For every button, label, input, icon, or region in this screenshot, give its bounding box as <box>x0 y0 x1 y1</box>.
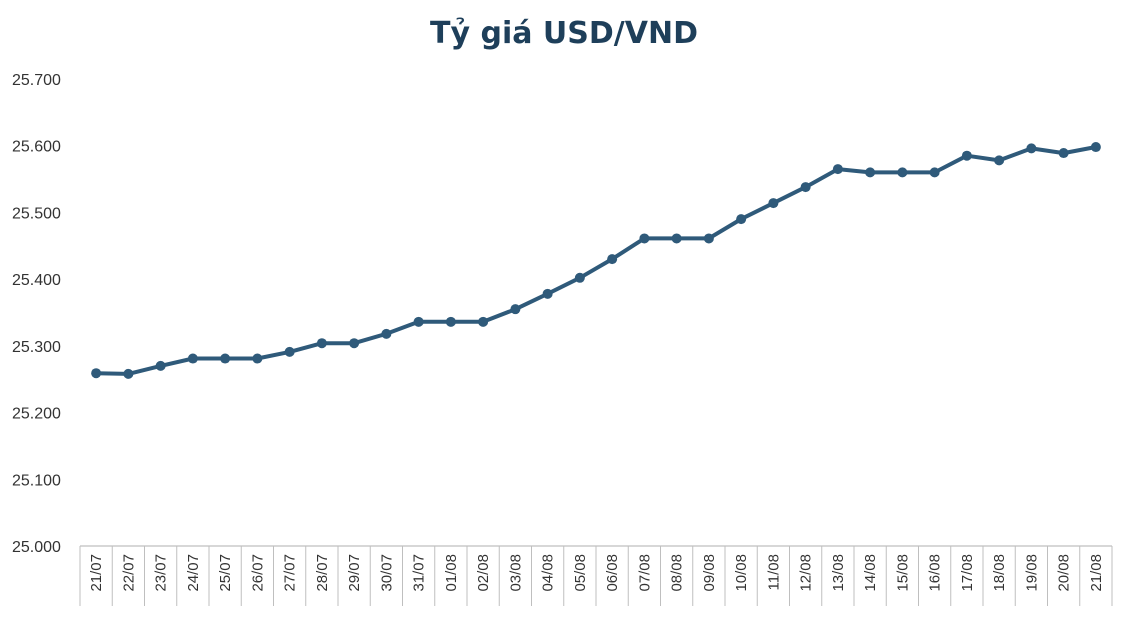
y-tick-label: 25.200 <box>12 406 61 423</box>
x-tick-label: 06/08 <box>604 554 621 592</box>
data-point <box>349 338 360 349</box>
data-point <box>220 353 231 364</box>
x-tick-label: 14/08 <box>862 554 879 592</box>
data-point <box>768 198 779 209</box>
x-tick-label: 30/07 <box>378 554 395 592</box>
x-tick-label: 07/08 <box>636 554 653 592</box>
x-tick-label: 15/08 <box>894 554 911 592</box>
series-group <box>91 142 1101 379</box>
data-point <box>929 167 940 178</box>
data-point <box>413 316 424 327</box>
x-tick-label: 23/07 <box>153 554 170 592</box>
data-point <box>284 346 295 357</box>
x-tick-label: 04/08 <box>540 554 557 592</box>
data-point <box>252 353 263 364</box>
x-tick-label: 20/08 <box>1056 554 1073 592</box>
data-point <box>316 338 327 349</box>
x-tick-label: 13/08 <box>830 554 847 592</box>
data-point <box>961 150 972 161</box>
y-axis-labels: 25.000 25.100 25.200 25.300 25.400 25.500 25.6… <box>12 72 61 556</box>
data-point <box>381 328 392 339</box>
data-point <box>703 233 714 244</box>
data-point <box>187 353 198 364</box>
data-point <box>91 368 102 379</box>
x-tick-label: 31/07 <box>411 554 428 592</box>
x-tick-label: 29/07 <box>346 554 363 592</box>
y-tick-label: 25.500 <box>12 205 61 222</box>
x-tick-label: 16/08 <box>927 554 944 592</box>
data-point <box>994 155 1005 166</box>
chart-title: Tỷ giá USD/VND <box>430 16 698 51</box>
x-axis <box>79 545 1113 606</box>
x-tick-label: 05/08 <box>572 554 589 592</box>
x-tick-label: 22/07 <box>120 554 137 592</box>
x-tick-label: 09/08 <box>701 554 718 592</box>
x-tick-label: 27/07 <box>282 554 299 592</box>
data-point <box>123 368 134 379</box>
x-tick-label: 21/08 <box>1088 554 1105 592</box>
data-point <box>155 360 166 371</box>
y-tick-label: 25.400 <box>12 272 61 289</box>
x-tick-label: 01/08 <box>443 554 460 592</box>
y-tick-label: 25.000 <box>12 539 61 556</box>
y-tick-label: 25.600 <box>12 139 61 156</box>
data-point <box>800 182 811 193</box>
x-tick-label: 11/08 <box>765 554 782 590</box>
data-point <box>639 233 650 244</box>
data-point <box>1090 142 1101 153</box>
data-point <box>542 288 553 299</box>
data-point <box>865 167 876 178</box>
x-tick-label: 12/08 <box>798 554 815 592</box>
x-tick-label: 24/07 <box>185 554 202 592</box>
data-point <box>832 164 843 175</box>
x-tick-label: 21/07 <box>88 554 105 592</box>
data-point <box>445 316 456 327</box>
x-tick-label: 17/08 <box>959 554 976 592</box>
x-tick-label: 08/08 <box>669 554 686 592</box>
series-line <box>94 145 1098 376</box>
data-point <box>736 214 747 225</box>
x-tick-label: 25/07 <box>217 554 234 592</box>
x-tick-label: 18/08 <box>991 554 1008 592</box>
data-point <box>574 272 585 283</box>
x-tick-label: 03/08 <box>507 554 524 592</box>
data-point <box>478 316 489 327</box>
y-tick-label: 25.300 <box>12 339 61 356</box>
data-point <box>607 254 618 265</box>
x-tick-label: 10/08 <box>733 554 750 592</box>
x-tick-label: 28/07 <box>314 554 331 592</box>
x-tick-label: 02/08 <box>475 554 492 592</box>
data-point <box>1058 148 1069 159</box>
x-tick-label: 19/08 <box>1023 554 1040 592</box>
data-point <box>897 167 908 178</box>
data-point <box>1026 143 1037 154</box>
x-axis-labels: 21/07 22/07 23/07 24/07 25/07 26/07 27/07 28/07… <box>88 554 1105 592</box>
y-tick-label: 25.700 <box>12 72 61 89</box>
x-tick-label: 26/07 <box>249 554 266 592</box>
y-tick-label: 25.100 <box>12 472 61 489</box>
data-point <box>510 304 521 315</box>
data-point <box>671 233 682 244</box>
